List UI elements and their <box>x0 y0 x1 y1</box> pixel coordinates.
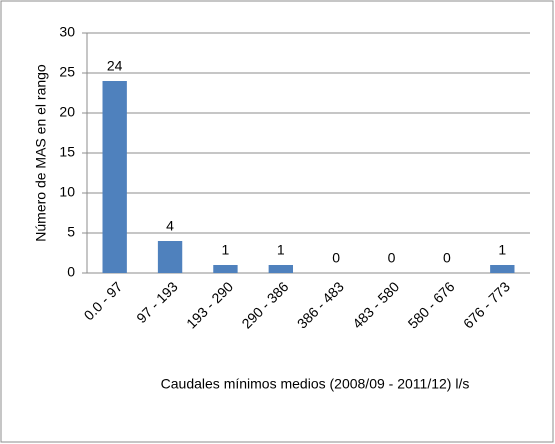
y-tick-label: 30 <box>59 24 75 40</box>
data-label: 1 <box>222 242 230 258</box>
y-tick-label: 10 <box>59 184 75 200</box>
data-label: 0 <box>388 250 396 266</box>
y-tick-label: 20 <box>59 104 75 120</box>
y-tick-label: 5 <box>67 224 75 240</box>
data-label: 4 <box>166 218 174 234</box>
x-axis-title: Caudales mínimos medios (2008/09 - 2011/… <box>161 376 470 392</box>
y-tick-label: 15 <box>59 144 75 160</box>
bar <box>213 265 238 273</box>
bar <box>268 265 293 273</box>
bar <box>157 241 183 273</box>
data-label: 0 <box>332 250 340 266</box>
y-tick-label: 25 <box>59 64 75 80</box>
data-label: 1 <box>277 242 285 258</box>
data-label: 1 <box>498 242 506 258</box>
data-label: 0 <box>443 250 451 266</box>
y-tick-label: 0 <box>67 264 75 280</box>
data-label: 24 <box>107 58 123 74</box>
y-axis-title: Número de MAS en el rango <box>33 64 49 242</box>
bar <box>490 265 515 273</box>
bar <box>102 81 127 273</box>
